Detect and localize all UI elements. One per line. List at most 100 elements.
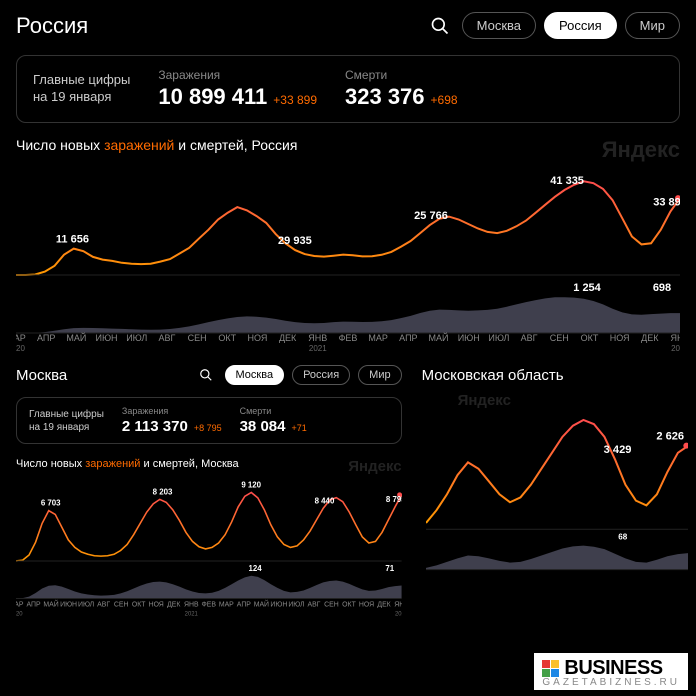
svg-text:МАЙ: МАЙ <box>66 332 86 343</box>
svg-text:СЕН: СЕН <box>324 601 339 608</box>
chart-moscow-wrap: Яндекс 6 7038 2039 1208 4408 79512471МАР… <box>0 472 418 620</box>
svg-text:МАР: МАР <box>368 333 388 343</box>
svg-text:ИЮЛ: ИЮЛ <box>488 333 509 343</box>
pill-world[interactable]: Мир <box>625 12 680 39</box>
watermark-yandex: Яндекс <box>458 392 511 409</box>
svg-text:6 703: 6 703 <box>41 499 61 508</box>
stats-box-russia: Главные цифры на 19 января Заражения 10 … <box>16 55 680 123</box>
region-pills: Москва Россия Мир <box>462 12 680 39</box>
pill-russia[interactable]: Россия <box>292 365 350 385</box>
stat-infections: Заражения 2 113 370 +8 795 <box>122 406 222 435</box>
oblast-title: Московская область <box>418 355 696 388</box>
svg-text:НОЯ: НОЯ <box>610 333 630 343</box>
stat-infections: Заражения 10 899 411 +33 899 <box>158 68 317 110</box>
svg-text:АВГ: АВГ <box>97 601 110 608</box>
svg-text:ОКТ: ОКТ <box>581 333 599 343</box>
svg-text:41 335: 41 335 <box>550 175 584 187</box>
stat-deaths: Смерти 38 084 +71 <box>240 406 307 435</box>
pill-moscow[interactable]: Москва <box>225 365 285 385</box>
page-title-moscow: Москва <box>16 367 187 384</box>
svg-text:МАЙ: МАЙ <box>43 599 58 608</box>
stats-caption: Главные цифры на 19 января <box>33 72 130 106</box>
svg-text:ОКТ: ОКТ <box>342 601 356 608</box>
svg-text:ИЮН: ИЮН <box>458 333 480 343</box>
svg-text:8 440: 8 440 <box>315 496 335 505</box>
svg-text:ЯНВ: ЯНВ <box>394 601 401 608</box>
search-icon[interactable] <box>199 368 213 382</box>
svg-text:29 935: 29 935 <box>278 235 312 247</box>
svg-text:ИЮЛ: ИЮЛ <box>126 333 147 343</box>
business-logo: BUSINESS GAZETABIZNES.RU <box>534 653 688 690</box>
svg-text:ИЮН: ИЮН <box>96 333 118 343</box>
svg-text:НОЯ: НОЯ <box>149 601 164 608</box>
svg-text:3 429: 3 429 <box>603 444 631 456</box>
chart-moscow: 6 7038 2039 1208 4408 79512471МАР2020АПР… <box>16 472 402 620</box>
svg-text:ИЮН: ИЮН <box>270 601 287 608</box>
col-oblast: Московская область Яндекс 3 429 2 626 68 <box>418 355 696 620</box>
svg-text:ДЕК: ДЕК <box>167 601 180 608</box>
svg-text:МАР: МАР <box>16 333 26 343</box>
svg-text:ДЕК: ДЕК <box>279 333 297 343</box>
svg-text:2022: 2022 <box>671 344 680 353</box>
svg-text:68: 68 <box>618 532 627 541</box>
svg-text:АВГ: АВГ <box>158 333 175 343</box>
watermark-yandex: Яндекс <box>602 137 680 163</box>
svg-text:ЯНВ: ЯНВ <box>670 333 680 343</box>
header-russia: Россия Москва Россия Мир <box>0 0 696 47</box>
svg-text:НОЯ: НОЯ <box>248 333 268 343</box>
stats-caption: Главные цифры на 19 января <box>29 408 104 434</box>
pill-russia[interactable]: Россия <box>544 12 617 39</box>
svg-text:ФЕВ: ФЕВ <box>202 601 217 608</box>
svg-text:2020: 2020 <box>16 611 23 617</box>
svg-text:124: 124 <box>248 564 262 573</box>
col-moscow: Москва Москва Россия Мир Главные цифры н… <box>0 355 418 620</box>
svg-text:9 120: 9 120 <box>241 481 261 490</box>
svg-text:33 899: 33 899 <box>653 197 680 209</box>
svg-text:ОКТ: ОКТ <box>132 601 146 608</box>
svg-text:ОКТ: ОКТ <box>218 333 236 343</box>
svg-text:8 795: 8 795 <box>386 495 402 504</box>
pill-moscow[interactable]: Москва <box>462 12 536 39</box>
svg-text:МАР: МАР <box>219 601 234 608</box>
chart-title-russia: Число новых заражений и смертей, Россия <box>0 131 696 155</box>
svg-text:АПР: АПР <box>37 333 55 343</box>
svg-text:СЕН: СЕН <box>114 601 129 608</box>
svg-text:АПР: АПР <box>237 601 251 608</box>
svg-text:2 626: 2 626 <box>656 431 684 443</box>
svg-text:11 656: 11 656 <box>56 234 89 246</box>
svg-text:25 766: 25 766 <box>414 210 448 222</box>
chart-russia-wrap: Яндекс 11 65629 93525 76641 33533 8991 2… <box>0 155 696 355</box>
svg-text:МАЙ: МАЙ <box>429 332 449 343</box>
svg-text:АВГ: АВГ <box>307 601 320 608</box>
svg-text:71: 71 <box>385 564 394 573</box>
svg-text:АПР: АПР <box>399 333 417 343</box>
chart-oblast-wrap: Яндекс 3 429 2 626 68 <box>418 388 696 590</box>
chart-oblast: 3 429 2 626 68 <box>426 388 688 590</box>
svg-text:ФЕВ: ФЕВ <box>339 333 358 343</box>
svg-text:НОЯ: НОЯ <box>359 601 374 608</box>
logo-squares-icon <box>542 660 559 677</box>
svg-text:2021: 2021 <box>185 611 198 617</box>
svg-text:АПР: АПР <box>26 601 40 608</box>
svg-text:ИЮЛ: ИЮЛ <box>78 601 94 608</box>
svg-text:СЕН: СЕН <box>188 333 207 343</box>
svg-text:АВГ: АВГ <box>521 333 538 343</box>
svg-text:2021: 2021 <box>309 344 327 353</box>
svg-text:2020: 2020 <box>16 344 25 353</box>
svg-text:СЕН: СЕН <box>550 333 569 343</box>
svg-text:1 254: 1 254 <box>573 282 601 294</box>
svg-text:2022: 2022 <box>395 611 402 617</box>
svg-text:ЯНВ: ЯНВ <box>308 333 327 343</box>
region-pills-moscow: Москва Россия Мир <box>225 365 402 385</box>
pill-world[interactable]: Мир <box>358 365 401 385</box>
search-icon[interactable] <box>430 16 450 36</box>
svg-text:ЯНВ: ЯНВ <box>184 601 199 608</box>
svg-text:ИЮЛ: ИЮЛ <box>288 601 304 608</box>
stat-deaths: Смерти 323 376 +698 <box>345 68 458 110</box>
svg-text:698: 698 <box>653 282 671 294</box>
bottom-row: Москва Москва Россия Мир Главные цифры н… <box>0 355 696 620</box>
svg-text:ИЮН: ИЮН <box>60 601 77 608</box>
svg-text:МАР: МАР <box>16 601 24 608</box>
chart-russia: 11 656 29 935 25 766 41 335 33 899 1 254 698 МА… <box>16 155 680 355</box>
svg-text:ДЕК: ДЕК <box>377 601 390 608</box>
